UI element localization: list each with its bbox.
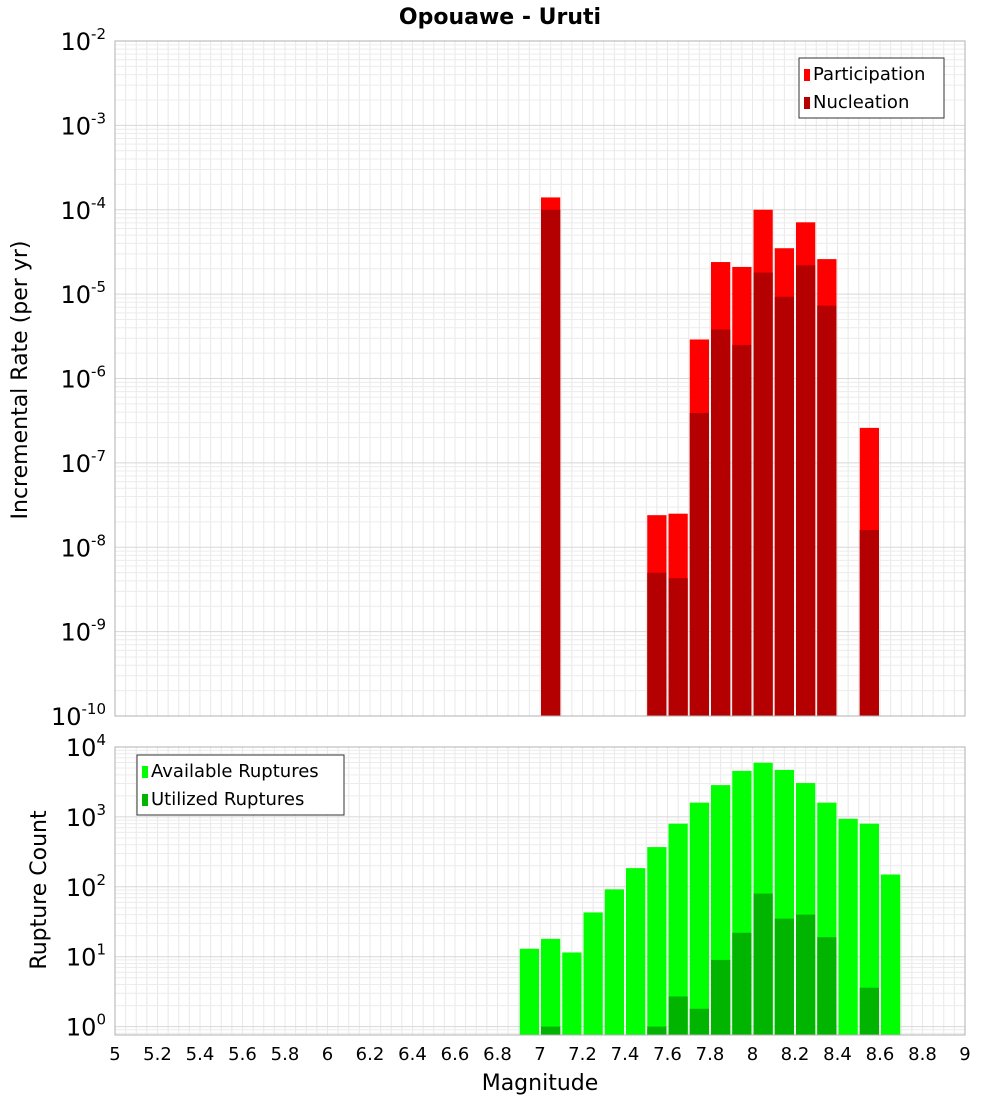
bar	[541, 938, 561, 1035]
legend: Participation Nucleation	[798, 57, 945, 119]
y-tick-label: 10-5	[60, 278, 106, 309]
bar	[689, 802, 709, 1035]
bar	[647, 847, 667, 1035]
top-y-axis-label: Incremental Rate (per yr)	[8, 241, 33, 520]
x-tick-label: 7.8	[696, 1044, 725, 1065]
legend-swatch	[804, 97, 810, 109]
plot-frame	[114, 746, 966, 1036]
series-nucleation	[541, 209, 879, 716]
x-tick-label: 7.4	[611, 1044, 640, 1065]
x-tick-label: 5.4	[186, 1044, 215, 1065]
legend-label: Participation	[813, 64, 925, 85]
grid	[114, 41, 966, 717]
bar	[796, 914, 816, 1035]
legend: Available Ruptures Utilized Ruptures	[136, 754, 345, 816]
y-tick-label: 101	[66, 941, 106, 972]
bar	[796, 265, 816, 716]
bar	[732, 932, 752, 1035]
bar	[562, 952, 582, 1035]
x-tick-label: 8	[747, 1044, 758, 1065]
x-tick-label: 7.6	[653, 1044, 682, 1065]
x-tick-label: 7	[534, 1044, 545, 1065]
x-tick-label: 5.2	[143, 1044, 172, 1065]
bar	[689, 1008, 709, 1035]
y-tick-label: 10-9	[60, 616, 106, 647]
legend-swatch	[142, 766, 148, 778]
y-tick-label: 10-4	[60, 194, 106, 225]
legend-swatch	[804, 69, 810, 81]
legend-label: Nucleation	[813, 92, 909, 113]
bar	[711, 329, 731, 716]
y-tick-label: 104	[66, 731, 106, 762]
bar	[753, 893, 773, 1035]
bar	[881, 874, 901, 1035]
bottom-y-axis-label: Rupture Count	[27, 810, 52, 970]
bar	[626, 868, 646, 1035]
chart-title: Opouawe - Uruti	[399, 5, 601, 30]
bar	[668, 996, 688, 1035]
plot-frame	[114, 40, 966, 717]
x-tick-label: 6.8	[483, 1044, 512, 1065]
y-tick-label: 100	[66, 1011, 106, 1042]
legend-box	[136, 754, 345, 816]
bar	[668, 578, 688, 716]
x-tick-label: 6	[322, 1044, 333, 1065]
x-tick-label: 8.2	[781, 1044, 810, 1065]
legend-label: Utilized Ruptures	[151, 789, 304, 810]
bar	[541, 209, 561, 716]
x-tick-labels: 5 5.2 5.4 5.6 5.8 6 6.2 6.4 6.6 6.8 7 7.2 7.4 7.6 7.8 8…	[109, 1044, 970, 1065]
bar	[711, 959, 731, 1035]
x-tick-label: 6.4	[398, 1044, 427, 1065]
bar	[668, 823, 688, 1035]
bar	[838, 818, 858, 1035]
x-tick-label: 6.6	[441, 1044, 470, 1065]
bar	[541, 1026, 561, 1035]
bar	[732, 344, 752, 716]
x-axis-label: Magnitude	[482, 1071, 599, 1096]
y-tick-label: 102	[66, 871, 106, 902]
series-utilized-ruptures	[541, 893, 879, 1035]
bar	[753, 272, 773, 716]
y-tick-label: 103	[66, 801, 106, 832]
legend-swatch	[142, 794, 148, 806]
x-tick-label: 6.2	[356, 1044, 385, 1065]
bar	[689, 413, 709, 716]
bar	[604, 889, 624, 1035]
bar	[774, 296, 794, 716]
bar	[817, 305, 837, 716]
x-tick-label: 8.6	[866, 1044, 895, 1065]
y-tick-label: 10-6	[60, 363, 106, 394]
rate-panel: 10-2 10-3 10-4 10-5 10-6 10-7 10-8 10-9 10-10 Par…	[51, 25, 966, 731]
bar	[519, 948, 539, 1035]
bar	[647, 572, 667, 716]
bar	[583, 912, 603, 1035]
bar	[774, 918, 794, 1035]
legend-label: Available Ruptures	[151, 761, 319, 782]
x-tick-label: 9	[959, 1044, 970, 1065]
y-tick-label: 10-2	[60, 25, 106, 56]
y-tick-label: 10-10	[51, 700, 106, 731]
y-tick-label: 10-8	[60, 531, 106, 562]
y-tick-label: 10-7	[60, 447, 106, 478]
x-tick-label: 5	[109, 1044, 120, 1065]
x-tick-label: 8.8	[908, 1044, 937, 1065]
bar	[817, 937, 837, 1035]
count-panel: 104 103 102 101 100 Available Ruptures Utilize…	[66, 731, 966, 1042]
bar	[859, 823, 879, 1035]
bar	[859, 987, 879, 1035]
x-tick-label: 5.6	[228, 1044, 257, 1065]
x-tick-label: 5.8	[271, 1044, 300, 1065]
x-tick-label: 7.2	[568, 1044, 597, 1065]
bar	[859, 530, 879, 716]
y-tick-label: 10-3	[60, 109, 106, 140]
bar	[647, 1026, 667, 1035]
legend-box	[798, 57, 945, 119]
x-tick-label: 8.4	[823, 1044, 852, 1065]
